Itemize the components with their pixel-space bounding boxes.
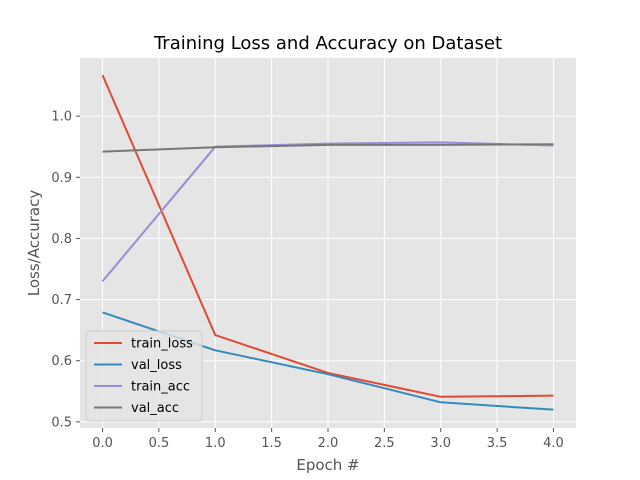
series-line-train_loss (101, 74, 554, 398)
legend-box (85, 330, 203, 422)
y-tick-label: 1.0 (51, 110, 72, 125)
legend: train_loss val_loss train_acc val_acc (85, 330, 203, 422)
chart-title: Training Loss and Accuracy on Dataset (153, 33, 502, 54)
x-tick-label: 3.0 (430, 436, 451, 451)
y-tick-label: 0.6 (51, 354, 72, 369)
x-tick-label: 1.5 (261, 436, 282, 451)
legend-label-val_loss: val_loss (131, 358, 182, 373)
y-tick-label: 0.9 (51, 171, 72, 186)
y-tick-label: 0.7 (51, 293, 72, 308)
x-axis-label: Epoch # (296, 456, 359, 474)
y-tick-label: 0.5 (51, 415, 72, 430)
y-axis-ticks: 0.5 0.6 0.7 0.8 0.9 1.0 (51, 110, 80, 430)
legend-label-val_acc: val_acc (131, 401, 179, 416)
series-lines (101, 74, 554, 411)
grid (80, 58, 576, 428)
legend-label-train_loss: train_loss (131, 337, 193, 352)
x-tick-label: 4.0 (543, 436, 564, 451)
series-line-val_acc (102, 143, 554, 153)
x-tick-label: 0.0 (92, 436, 113, 451)
x-tick-label: 2.0 (318, 436, 339, 451)
legend-label-train_acc: train_acc (131, 380, 190, 395)
x-tick-label: 0.5 (149, 436, 170, 451)
series-line-train_acc (101, 141, 554, 282)
x-tick-label: 3.5 (487, 436, 508, 451)
x-tick-label: 2.5 (374, 436, 395, 451)
y-axis-label: Loss/Accuracy (25, 190, 43, 297)
x-axis-ticks: 0.0 0.5 1.0 1.5 2.0 2.5 3.0 3.5 4.0 (92, 428, 564, 451)
x-tick-label: 1.0 (205, 436, 226, 451)
y-tick-label: 0.8 (51, 232, 72, 247)
